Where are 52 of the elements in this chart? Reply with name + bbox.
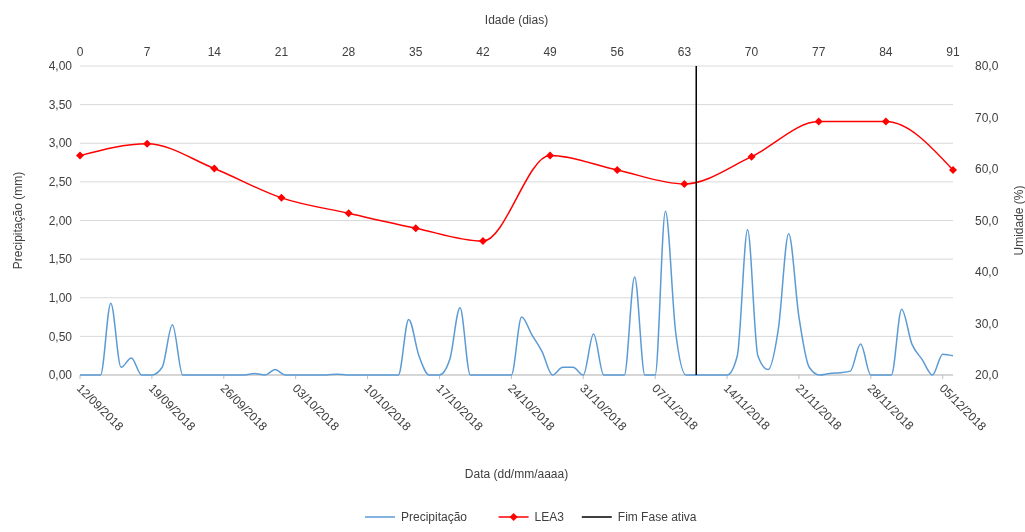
- point: [546, 151, 555, 160]
- point: [411, 224, 420, 233]
- y-tick-label: 1,50: [48, 252, 73, 267]
- x2-tick-label: 63: [677, 45, 692, 59]
- x2-tick-label: 49: [543, 45, 558, 59]
- y-axis-title: Precipitação (mm): [11, 171, 25, 270]
- y-tick-label: 0,00: [48, 368, 73, 383]
- y2-tick-label: 50,0: [975, 213, 999, 228]
- y-tick-label: 0,50: [48, 329, 73, 344]
- point: [613, 166, 622, 175]
- y2-tick-label: 60,0: [975, 162, 999, 177]
- x2-tick-label: 14: [207, 45, 222, 59]
- point: [949, 166, 957, 175]
- line-series: [79, 210, 954, 376]
- x2-tick-label: 56: [610, 45, 625, 59]
- x2-tick-label: 0: [76, 45, 84, 59]
- y2-tick-label: 80,0: [975, 59, 999, 74]
- y-tick-label: 3,00: [48, 136, 73, 151]
- point: [881, 117, 890, 126]
- x2-tick-label: 7: [143, 45, 151, 59]
- legend-label: Fim Fase ativa: [617, 510, 697, 524]
- point: [478, 237, 487, 246]
- y2-tick-label: 70,0: [975, 110, 999, 125]
- point: [76, 151, 84, 160]
- point: [814, 117, 823, 126]
- y-tick-label: 3,50: [48, 97, 73, 112]
- x-axis-title: Data (dd/mm/aaaa): [464, 467, 569, 481]
- x2-tick-label: 35: [409, 45, 423, 59]
- y-tick-label: 2,00: [48, 213, 73, 228]
- x2-axis-title: Idade (dias): [484, 13, 549, 27]
- x2-tick-label: 77: [812, 45, 826, 59]
- x2-tick-label: 70: [744, 45, 759, 59]
- point: [747, 152, 756, 161]
- y-tick-label: 2,50: [48, 175, 73, 190]
- y2-tick-label: 20,0: [975, 368, 999, 383]
- y-tick-label: 1,00: [48, 290, 73, 305]
- point: [210, 164, 219, 173]
- x2-tick-label: 21: [274, 45, 289, 59]
- point: [680, 179, 689, 188]
- point: [344, 209, 353, 218]
- x2-tick-label: 28: [341, 45, 356, 59]
- x2-tick-label: 91: [946, 45, 960, 59]
- x2-tick-label: 42: [476, 45, 490, 59]
- x2-tick-label: 84: [879, 45, 893, 59]
- y2-axis-title: Umidade (%): [1012, 185, 1025, 256]
- y2-tick-label: 30,0: [975, 316, 999, 331]
- legend-label: LEA3: [534, 510, 565, 524]
- legend-label: Precipitação: [401, 510, 468, 524]
- point: [143, 139, 152, 148]
- point: [277, 193, 286, 202]
- y-tick-label: 4,00: [48, 59, 73, 74]
- y2-tick-label: 40,0: [975, 265, 999, 280]
